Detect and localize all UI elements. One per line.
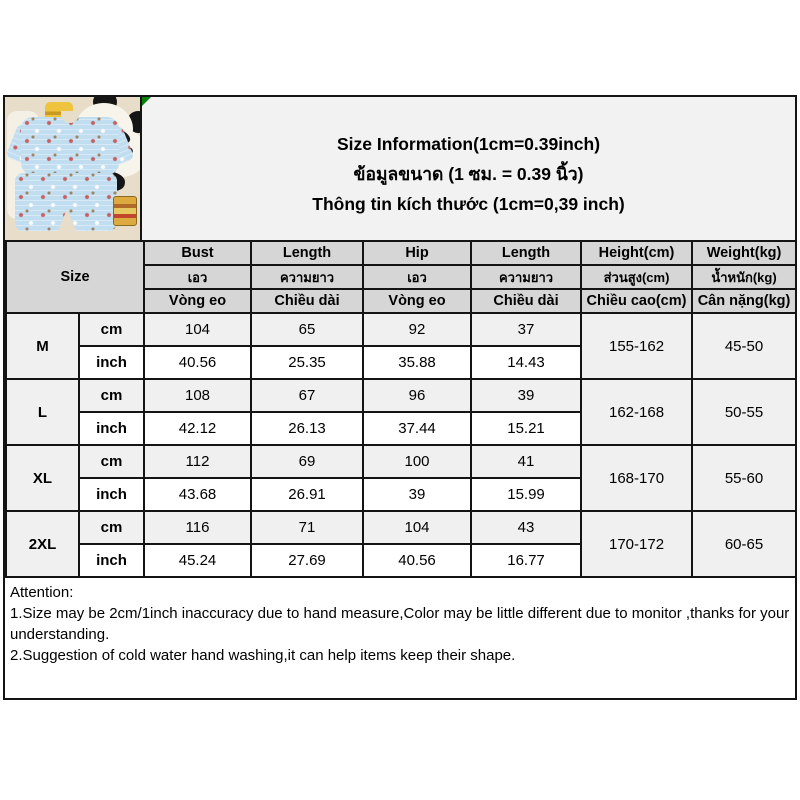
size-label-m: M — [5, 312, 80, 380]
height-range: 155-162 — [580, 312, 694, 380]
header-height-vi: Chiều cao(cm) — [580, 288, 694, 314]
value-cell: 104 — [362, 510, 473, 545]
unit-cm: cm — [77, 510, 146, 545]
green-corner-marker — [142, 97, 151, 106]
header-bust-en: Bust — [143, 240, 253, 266]
value-cell: 14.43 — [470, 345, 583, 380]
value-cell: 40.56 — [143, 345, 253, 380]
weight-range: 50-55 — [691, 378, 798, 446]
value-cell: 39 — [470, 378, 583, 413]
header-bust-th: เอว — [143, 264, 253, 290]
unit-cm: cm — [77, 444, 146, 479]
value-cell: 37.44 — [362, 411, 473, 446]
value-cell: 100 — [362, 444, 473, 479]
header-weight-en: Weight(kg) — [691, 240, 798, 266]
pajama-shorts-notch — [57, 209, 77, 233]
value-cell: 45.24 — [143, 543, 253, 578]
weight-range: 60-65 — [691, 510, 798, 578]
size-label-2xl: 2XL — [5, 510, 80, 578]
header-weight-vi: Cân nặng(kg) — [691, 288, 798, 314]
unit-inch: inch — [77, 477, 146, 512]
value-cell: 42.12 — [143, 411, 253, 446]
unit-inch: inch — [77, 543, 146, 578]
header-bust-vi: Vòng eo — [143, 288, 253, 314]
title-vietnamese: Thông tin kích thước (1cm=0,39 inch) — [312, 194, 625, 214]
value-cell: 65 — [250, 312, 365, 347]
value-cell: 35.88 — [362, 345, 473, 380]
title-english: Size Information(1cm=0.39inch) — [336, 134, 601, 154]
header-length-th: ความยาว — [250, 264, 365, 290]
size-chart-box: Size Information(1cm=0.39inch) ข้อมูลขนา… — [3, 95, 798, 700]
value-cell: 112 — [143, 444, 253, 479]
product-photo — [5, 97, 142, 240]
size-label-l: L — [5, 378, 80, 446]
value-cell: 104 — [143, 312, 253, 347]
value-cell: 43.68 — [143, 477, 253, 512]
height-range: 170-172 — [580, 510, 694, 578]
unit-inch: inch — [77, 411, 146, 446]
pajama-neckline — [61, 111, 79, 123]
attention-note-1: 1.Size may be 2cm/1inch inaccuracy due t… — [10, 605, 790, 643]
attention-heading: Attention: — [10, 584, 74, 601]
pajama-top-shape — [21, 117, 119, 175]
value-cell: 15.99 — [470, 477, 583, 512]
unit-inch: inch — [77, 345, 146, 380]
header-length2-en: Length — [470, 240, 583, 266]
value-cell: 37 — [470, 312, 583, 347]
header-hip-vi: Vòng eo — [362, 288, 473, 314]
header-length-vi: Chiều dài — [250, 288, 365, 314]
price-tag-shape — [113, 196, 137, 226]
unit-cm: cm — [77, 312, 146, 347]
value-cell: 40.56 — [362, 543, 473, 578]
height-range: 162-168 — [580, 378, 694, 446]
header-weight-th: น้ำหนัก(kg) — [691, 264, 798, 290]
value-cell: 39 — [362, 477, 473, 512]
value-cell: 43 — [470, 510, 583, 545]
header-length2-th: ความยาว — [470, 264, 583, 290]
unit-cm: cm — [77, 378, 146, 413]
value-cell: 27.69 — [250, 543, 365, 578]
value-cell: 26.13 — [250, 411, 365, 446]
title-area: Size Information(1cm=0.39inch) ข้อมูลขนา… — [142, 97, 795, 240]
size-table: Size Bust Length Hip Length Height(cm) W… — [4, 240, 798, 578]
weight-range: 55-60 — [691, 444, 798, 512]
weight-range: 45-50 — [691, 312, 798, 380]
value-cell: 108 — [143, 378, 253, 413]
value-cell: 116 — [143, 510, 253, 545]
header-length-en: Length — [250, 240, 365, 266]
value-cell: 15.21 — [470, 411, 583, 446]
attention-section: Attention: 1.Size may be 2cm/1inch inacc… — [5, 578, 795, 666]
header-height-th: ส่วนสูง(cm) — [580, 264, 694, 290]
value-cell: 71 — [250, 510, 365, 545]
value-cell: 96 — [362, 378, 473, 413]
value-cell: 67 — [250, 378, 365, 413]
header-hip-th: เอว — [362, 264, 473, 290]
size-label-xl: XL — [5, 444, 80, 512]
title-thai: ข้อมูลขนาด (1 ซม. = 0.39 นิ้ว) — [353, 164, 584, 184]
header-hip-en: Hip — [362, 240, 473, 266]
value-cell: 25.35 — [250, 345, 365, 380]
top-region: Size Information(1cm=0.39inch) ข้อมูลขนา… — [5, 97, 795, 240]
height-range: 168-170 — [580, 444, 694, 512]
value-cell: 92 — [362, 312, 473, 347]
value-cell: 16.77 — [470, 543, 583, 578]
value-cell: 69 — [250, 444, 365, 479]
header-height-en: Height(cm) — [580, 240, 694, 266]
value-cell: 41 — [470, 444, 583, 479]
size-corner-label: Size — [4, 240, 146, 314]
value-cell: 26.91 — [250, 477, 365, 512]
header-length2-vi: Chiều dài — [470, 288, 583, 314]
attention-note-2: 2.Suggestion of cold water hand washing,… — [10, 647, 516, 664]
